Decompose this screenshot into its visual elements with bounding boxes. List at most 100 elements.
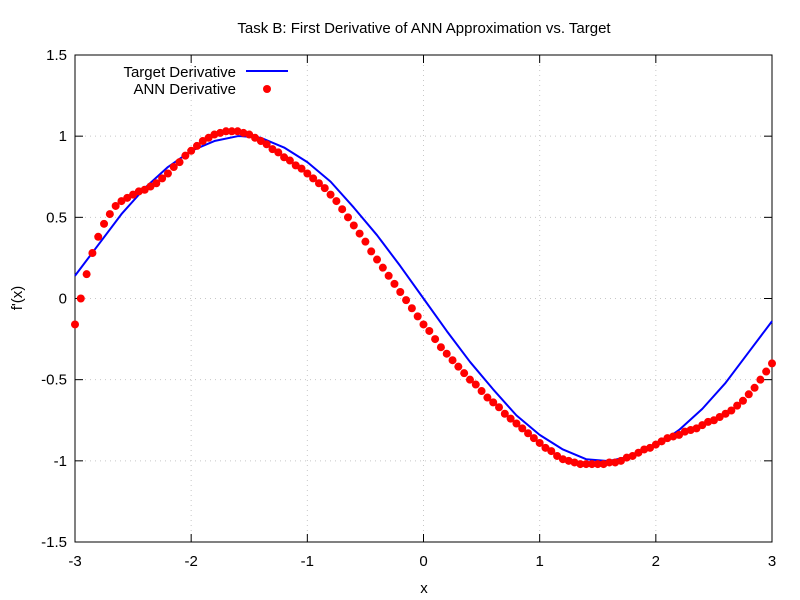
data-point-ann-derivative (576, 460, 585, 469)
x-tick-label: -1 (301, 553, 314, 570)
data-point-ann-derivative (367, 247, 376, 256)
data-point-ann-derivative (518, 424, 527, 433)
data-point-ann-derivative (297, 164, 306, 173)
x-tick-label: 2 (652, 553, 660, 570)
data-point-ann-derivative (187, 146, 196, 155)
data-point-ann-derivative (582, 460, 591, 469)
data-point-ann-derivative (413, 312, 422, 321)
data-point-ann-derivative (436, 343, 445, 352)
data-point-ann-derivative (750, 383, 759, 392)
data-point-ann-derivative (303, 169, 312, 178)
data-point-ann-derivative (402, 296, 411, 305)
x-tick-label: -2 (184, 553, 197, 570)
data-point-ann-derivative (204, 133, 213, 142)
data-point-ann-derivative (460, 369, 469, 378)
data-point-ann-derivative (181, 151, 190, 160)
data-point-ann-derivative (605, 458, 614, 467)
data-point-ann-derivative (727, 406, 736, 415)
data-point-ann-derivative (100, 219, 109, 228)
data-point-ann-derivative (314, 179, 323, 188)
y-tick-label: 0.5 (46, 209, 67, 226)
data-point-ann-derivative (227, 127, 236, 136)
axis-ticks: -3 -2 -1 0 1 2 3 1.5 1 0.5 0 -0.5 -1 -1.5 (41, 47, 776, 570)
data-point-ann-derivative (343, 213, 352, 222)
data-point-ann-derivative (396, 288, 405, 297)
y-tick-label: -1.5 (41, 534, 67, 551)
data-point-ann-derivative (675, 430, 684, 439)
data-point-ann-derivative (338, 205, 347, 214)
data-point-ann-derivative (477, 387, 486, 396)
data-point-ann-derivative (431, 335, 440, 344)
data-point-ann-derivative (634, 448, 643, 457)
data-point-ann-derivative (361, 237, 370, 246)
data-point-ann-derivative (320, 184, 329, 193)
data-point-ann-derivative (111, 201, 120, 210)
data-point-ann-derivative (500, 409, 509, 418)
data-point-ann-derivative (378, 263, 387, 272)
x-tick-label: 1 (535, 553, 543, 570)
data-point-ann-derivative (756, 375, 765, 384)
legend: Target Derivative ANN Derivative (123, 64, 288, 98)
data-point-ann-derivative (245, 130, 254, 139)
data-point-ann-derivative (355, 229, 364, 238)
data-point-ann-derivative (192, 141, 201, 150)
y-tick-label: 1.5 (46, 47, 67, 64)
data-point-ann-derivative (616, 456, 625, 465)
data-point-ann-derivative (82, 270, 91, 279)
data-point-ann-derivative (506, 414, 515, 423)
x-tick-label: 0 (419, 553, 427, 570)
series-line-target-derivative (74, 135, 773, 462)
data-point-ann-derivative (222, 127, 231, 136)
data-point-ann-derivative (715, 413, 724, 421)
data-point-ann-derivative (163, 169, 172, 178)
y-axis-label: f'(x) (9, 286, 26, 311)
chart-title: Task B: First Derivative of ANN Approxim… (237, 20, 611, 37)
data-point-ann-derivative (471, 380, 480, 389)
data-point-ann-derivative (495, 403, 504, 412)
legend-label-target-derivative: Target Derivative (123, 64, 236, 81)
data-point-ann-derivative (88, 249, 97, 258)
legend-label-ann-derivative: ANN Derivative (133, 81, 236, 98)
legend-swatch-ann-derivative (263, 85, 271, 93)
data-point-ann-derivative (733, 401, 742, 410)
data-point-ann-derivative (465, 375, 474, 384)
data-point-ann-derivative (285, 156, 294, 165)
data-point-ann-derivative (390, 279, 399, 288)
data-point-ann-derivative (105, 210, 114, 219)
data-point-ann-derivative (169, 163, 178, 172)
data-point-ann-derivative (407, 304, 416, 313)
data-point-ann-derivative (158, 174, 167, 183)
data-point-ann-derivative (698, 421, 707, 430)
data-point-ann-derivative (483, 393, 492, 402)
data-point-ann-derivative (384, 271, 393, 280)
data-point-ann-derivative (535, 438, 544, 447)
data-point-ann-derivative (198, 137, 207, 146)
data-point-ann-derivative (448, 356, 457, 365)
data-point-ann-derivative (94, 232, 103, 241)
data-point-ann-derivative (541, 443, 550, 452)
data-point-ann-derivative (332, 197, 341, 206)
data-point-ann-derivative (768, 359, 776, 368)
data-point-ann-derivative (587, 460, 596, 469)
data-point-ann-derivative (442, 349, 451, 358)
data-point-ann-derivative (454, 362, 463, 371)
data-point-ann-derivative (373, 255, 382, 264)
data-point-ann-derivative (309, 174, 318, 183)
data-point-ann-derivative (489, 398, 498, 407)
data-point-ann-derivative (152, 179, 161, 188)
data-point-ann-derivative (268, 145, 277, 154)
series-layer (71, 127, 776, 469)
data-point-ann-derivative (262, 140, 271, 149)
data-point-ann-derivative (251, 133, 260, 142)
data-point-ann-derivative (280, 153, 289, 162)
data-point-ann-derivative (529, 434, 538, 443)
data-point-ann-derivative (657, 437, 666, 446)
data-point-ann-derivative (512, 419, 521, 428)
data-point-ann-derivative (76, 294, 85, 303)
y-tick-label: -0.5 (41, 372, 67, 389)
data-point-ann-derivative (140, 185, 149, 194)
data-point-ann-derivative (744, 390, 753, 399)
data-point-ann-derivative (547, 447, 556, 456)
data-point-ann-derivative (146, 182, 155, 191)
